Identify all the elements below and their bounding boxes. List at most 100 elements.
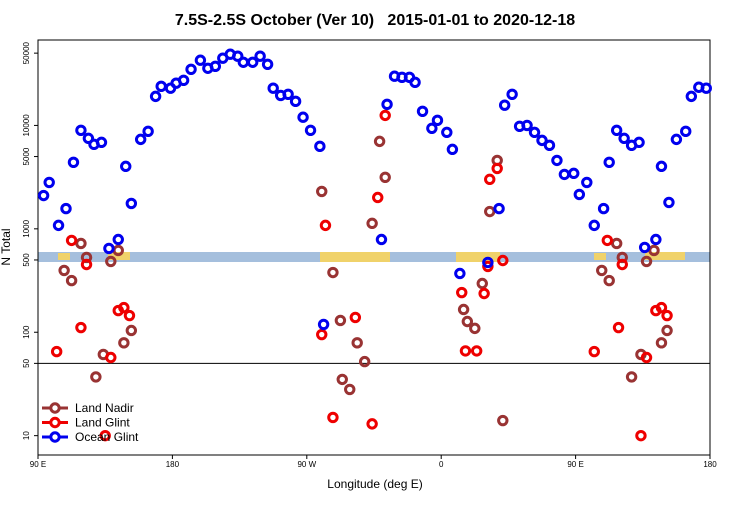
x-tick-label: 90 E — [567, 460, 583, 469]
point — [454, 267, 466, 280]
point — [640, 255, 653, 268]
plot-frame — [37, 39, 711, 456]
legend-marker — [49, 431, 61, 443]
point — [246, 56, 259, 68]
point — [461, 315, 474, 328]
point — [177, 74, 190, 87]
x-tick-label: 90 E — [30, 460, 46, 469]
point — [282, 88, 294, 100]
point — [336, 373, 348, 386]
point — [316, 185, 328, 198]
point — [232, 50, 244, 62]
point — [521, 119, 533, 132]
point — [297, 111, 309, 123]
point — [558, 168, 571, 181]
point — [655, 301, 668, 314]
point — [185, 63, 197, 75]
point — [497, 254, 509, 267]
point — [358, 355, 371, 368]
point — [661, 309, 673, 322]
point — [482, 256, 494, 269]
point — [484, 205, 496, 218]
point — [237, 56, 250, 68]
point — [638, 241, 651, 254]
point — [375, 233, 388, 246]
point — [470, 345, 483, 357]
point — [254, 50, 266, 62]
point — [366, 418, 378, 430]
point — [43, 176, 55, 189]
point — [379, 109, 391, 122]
point — [457, 303, 470, 316]
legend-marker — [49, 402, 61, 414]
point — [528, 126, 541, 139]
legend-label: Land Glint — [75, 416, 130, 430]
y-axis-label: N Total — [0, 228, 13, 265]
point — [289, 95, 302, 108]
point — [601, 234, 614, 247]
point — [476, 277, 488, 290]
point — [372, 191, 384, 204]
point — [603, 274, 615, 287]
y-tick-label: 1000 — [22, 219, 31, 237]
point — [349, 311, 362, 324]
point — [60, 202, 72, 215]
y-tick-label: 50000 — [22, 41, 31, 64]
point — [149, 90, 162, 103]
point — [155, 80, 167, 92]
point — [65, 234, 78, 247]
point — [316, 328, 328, 341]
chart-title: 7.5S-2.5S October (Ver 10) 2015-01-01 to… — [175, 12, 575, 29]
point — [446, 143, 459, 156]
point — [648, 244, 660, 257]
x-tick-label: 180 — [166, 460, 180, 469]
point — [319, 219, 332, 232]
y-tick-label: 50 — [22, 358, 31, 367]
point — [431, 114, 444, 127]
point — [112, 244, 124, 257]
point — [344, 383, 356, 396]
point — [75, 124, 87, 137]
point — [581, 176, 593, 189]
x-tick-label: 90 W — [297, 460, 316, 469]
point — [568, 167, 580, 180]
point — [125, 197, 138, 210]
point — [120, 160, 132, 173]
point — [112, 233, 124, 246]
point — [82, 132, 95, 145]
point — [105, 255, 117, 268]
point — [536, 134, 548, 147]
point — [123, 309, 136, 322]
point — [103, 242, 115, 255]
point — [655, 160, 668, 173]
point — [650, 233, 662, 246]
point — [58, 264, 70, 277]
point — [95, 136, 108, 149]
point — [573, 188, 586, 201]
point — [80, 258, 93, 271]
point — [498, 99, 511, 111]
point — [409, 76, 421, 89]
point — [506, 88, 518, 100]
point — [680, 125, 692, 138]
point — [327, 411, 339, 424]
point — [52, 219, 65, 232]
point — [484, 173, 496, 186]
point — [633, 136, 645, 149]
point — [267, 82, 279, 94]
point — [478, 287, 490, 300]
point — [314, 140, 326, 153]
legend-marker — [49, 416, 61, 429]
point — [597, 202, 610, 215]
point — [588, 219, 600, 232]
point — [373, 135, 386, 148]
point — [625, 371, 638, 383]
point — [75, 237, 87, 250]
x-tick-label: 0 — [439, 460, 444, 469]
point — [65, 274, 78, 287]
point — [456, 286, 468, 299]
point — [118, 337, 130, 349]
point — [99, 429, 111, 442]
point — [618, 132, 630, 145]
